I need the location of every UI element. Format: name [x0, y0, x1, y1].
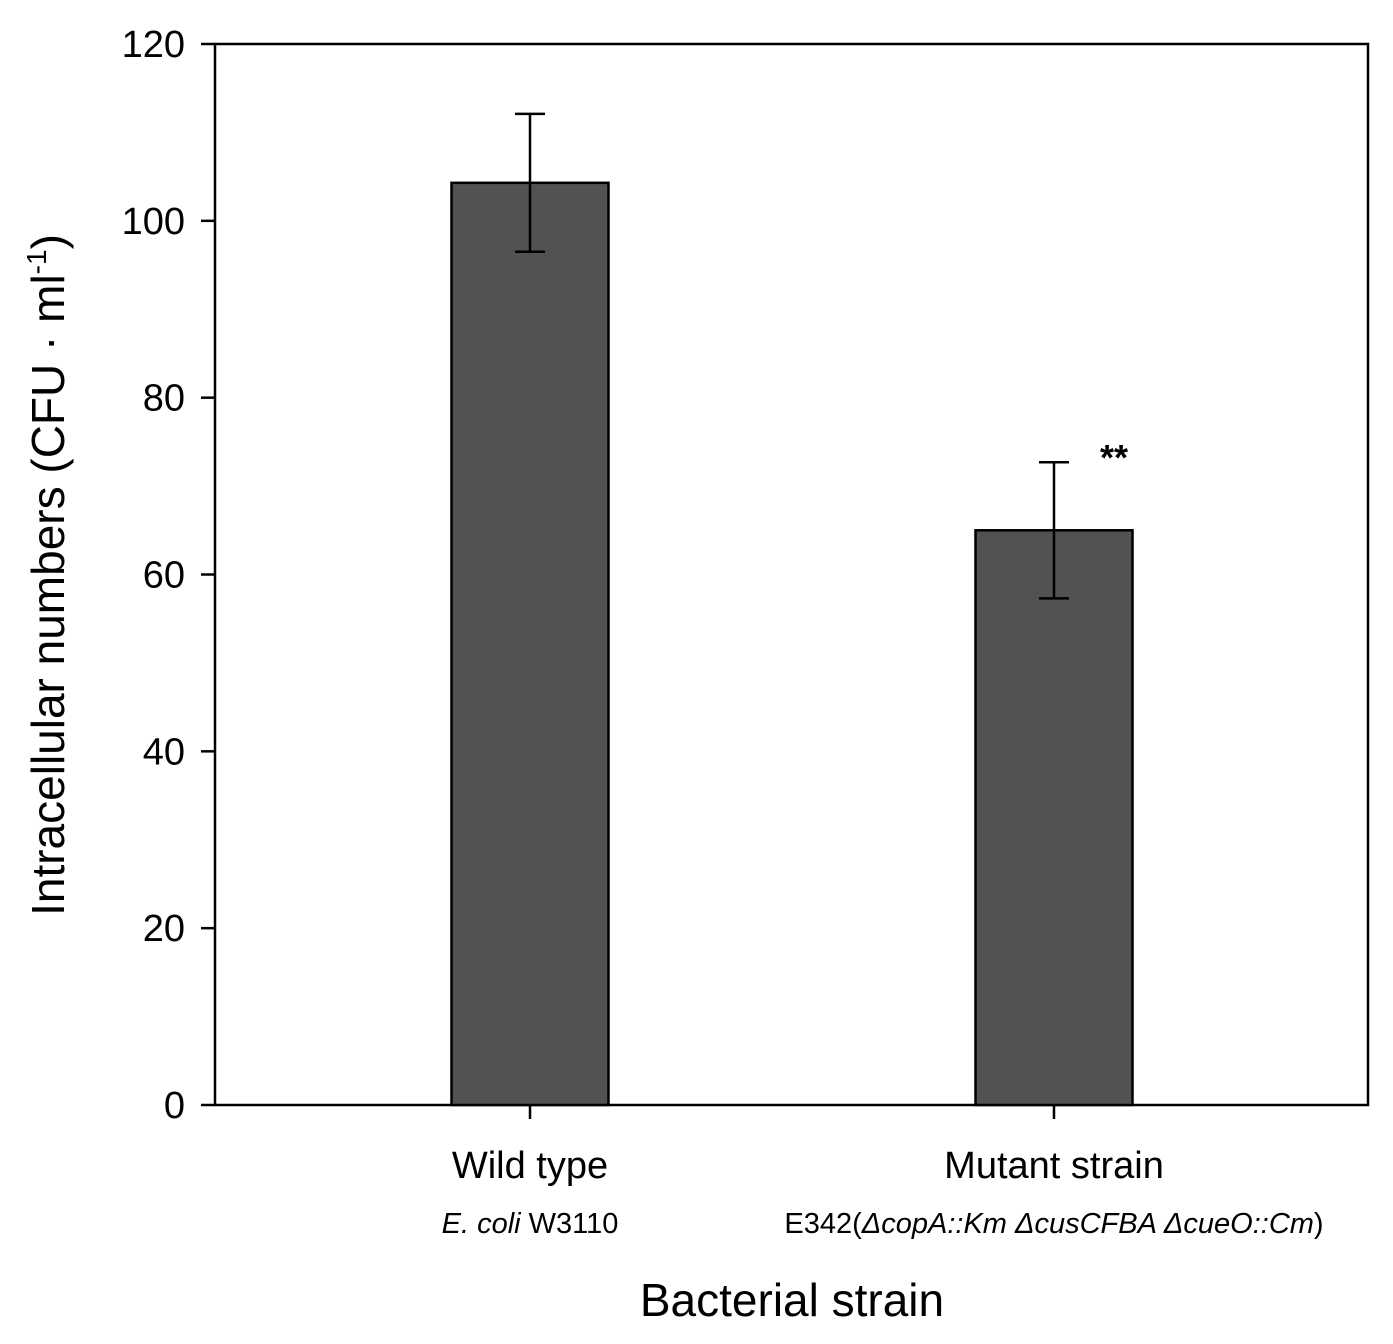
y-tick-label: 40	[143, 731, 185, 773]
y-tick-label: 20	[143, 908, 185, 950]
x-tick-sublabel-part: E. coli	[442, 1208, 523, 1240]
plot-frame	[213, 42, 1370, 1107]
y-tick-label: 80	[143, 378, 185, 420]
bar	[974, 529, 1134, 1107]
significance-label: **	[1100, 437, 1128, 478]
x-axis-title: Bacterial strain	[640, 1274, 944, 1326]
x-tick-sublabel-part: )	[1314, 1208, 1324, 1240]
x-axis: Wild type E. coli W3110 Mutant strain E342(…	[442, 1105, 1324, 1240]
y-tick-label: 100	[122, 201, 185, 243]
y-tick-label: 0	[164, 1085, 185, 1127]
x-tick-sublabel: E342(ΔcopA::Km ΔcusCFBA ΔcueO::Cm)	[784, 1208, 1323, 1240]
y-tick-label: 120	[122, 24, 185, 66]
x-tick-sublabel-part: ΔcopA::Km ΔcusCFBA ΔcueO::Cm	[861, 1208, 1314, 1240]
x-tick-sublabel-part: W3110	[521, 1208, 619, 1240]
y-axis-title-superscript: -1	[21, 249, 52, 274]
y-axis: 0 20 40 60 80 100 120	[122, 24, 215, 1127]
bars: **	[450, 112, 1134, 1107]
x-tick-sublabel: E. coli W3110	[442, 1208, 619, 1240]
y-axis-title: Intracellular numbers (CFU · ml-1)	[21, 234, 74, 916]
y-axis-title-main: Intracellular numbers (CFU · ml	[22, 274, 74, 916]
y-tick-label: 60	[143, 555, 185, 597]
y-axis-title-close: )	[22, 234, 74, 249]
x-tick-sublabel-part: E342(	[784, 1208, 862, 1240]
x-tick-label: Mutant strain	[944, 1145, 1164, 1187]
x-tick-label: Wild type	[452, 1145, 608, 1187]
bar	[450, 181, 610, 1107]
